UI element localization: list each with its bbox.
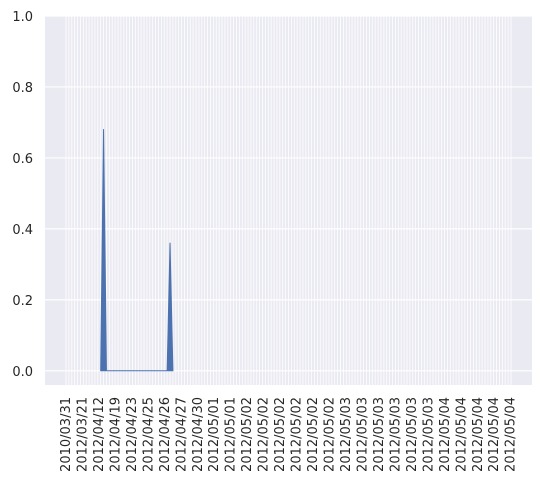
x-tick-label: 2012/04/19 xyxy=(108,397,123,472)
x-tick-label: 2012/05/02 xyxy=(306,397,321,472)
x-tick-label: 2012/04/27 xyxy=(174,397,189,472)
x-tick-label: 2012/05/03 xyxy=(405,397,420,472)
y-tick-label: 0.6 xyxy=(12,152,33,167)
x-tick-label: 2012/05/03 xyxy=(339,397,354,472)
data-point xyxy=(169,242,171,244)
y-tick-label: 0.8 xyxy=(12,81,33,96)
series-layer xyxy=(100,129,174,372)
x-tick-label: 2012/05/03 xyxy=(388,397,403,472)
x-tick-label: 2012/05/03 xyxy=(421,397,436,472)
y-tick-label: 1.0 xyxy=(12,10,33,25)
y-tick-label: 0.2 xyxy=(12,294,33,309)
y-axis-tick-labels: 0.0 0.2 0.4 0.6 0.8 1.0 xyxy=(12,10,33,380)
x-axis-tick-labels: 2010/03/31 2012/03/21 2012/04/12 2012/04/19… xyxy=(59,397,519,472)
x-tick-label: 2012/05/04 xyxy=(454,397,469,472)
x-tick-label: 2012/05/03 xyxy=(355,397,370,472)
x-tick-label: 2012/05/04 xyxy=(504,397,519,472)
x-tick-label: 2012/04/23 xyxy=(125,397,140,472)
x-tick-label: 2010/03/31 xyxy=(59,397,74,472)
x-tick-label: 2012/05/04 xyxy=(487,397,502,472)
y-tick-label: 0.0 xyxy=(12,365,33,380)
vertical-gridlines xyxy=(65,16,512,385)
x-tick-label: 2012/05/01 xyxy=(207,397,222,472)
x-tick-label: 2012/05/02 xyxy=(273,397,288,472)
x-tick-label: 2012/05/02 xyxy=(257,397,272,472)
x-tick-label: 2012/04/30 xyxy=(191,397,206,472)
x-tick-label: 2012/05/04 xyxy=(438,397,453,472)
x-tick-label: 2012/04/12 xyxy=(92,397,107,472)
data-point xyxy=(103,129,105,131)
x-tick-label: 2012/05/01 xyxy=(224,397,239,472)
x-tick-label: 2012/05/02 xyxy=(290,397,305,472)
x-tick-label: 2012/05/03 xyxy=(372,397,387,472)
y-tick-label: 0.4 xyxy=(12,223,33,238)
x-tick-label: 2012/03/21 xyxy=(75,397,90,472)
x-tick-label: 2012/05/02 xyxy=(323,397,338,472)
x-tick-label: 2012/05/04 xyxy=(471,397,486,472)
x-tick-label: 2012/05/02 xyxy=(240,397,255,472)
x-tick-label: 2012/04/26 xyxy=(158,397,173,472)
x-tick-label: 2012/04/25 xyxy=(141,397,156,472)
